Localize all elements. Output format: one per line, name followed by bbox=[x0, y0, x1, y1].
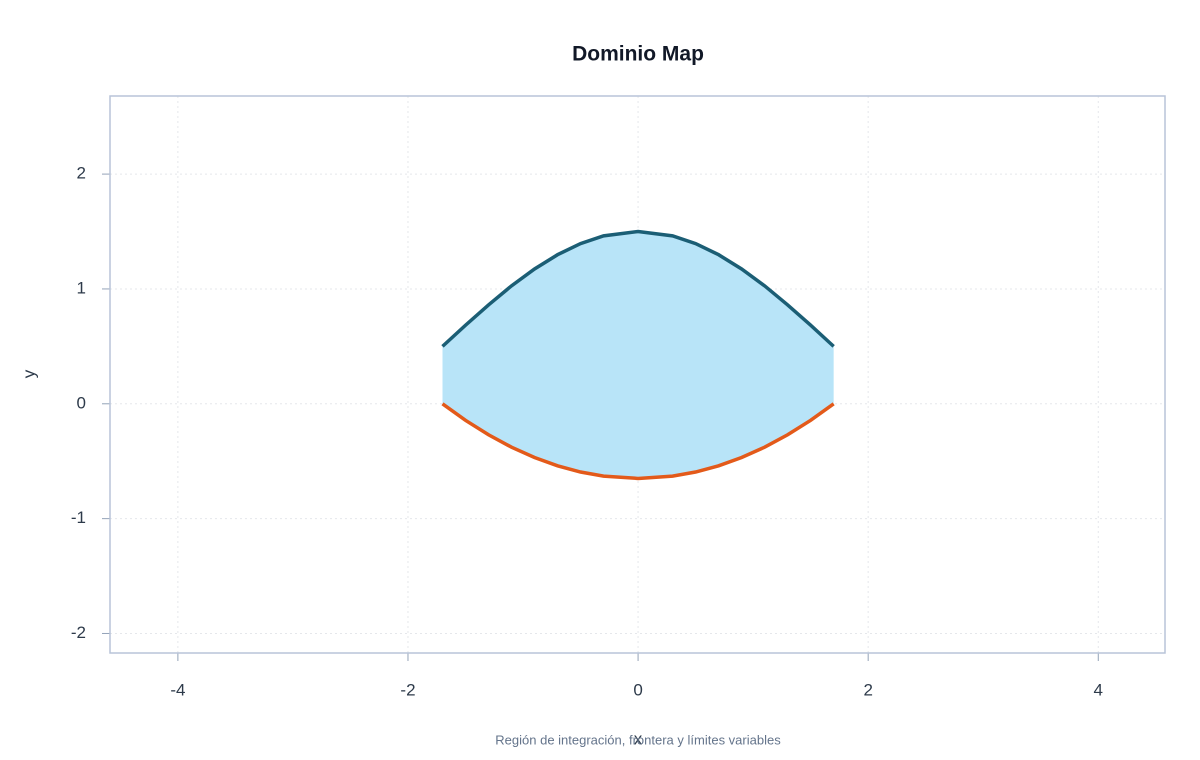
chart-title: Dominio Map bbox=[572, 43, 704, 66]
y-tick-label: 0 bbox=[77, 393, 86, 412]
boundary-line bbox=[441, 402, 835, 481]
x-axis-label: x bbox=[634, 729, 643, 748]
x-tick-label: -2 bbox=[400, 680, 415, 699]
y-tick-label: -2 bbox=[71, 623, 86, 642]
x-tick-label: 4 bbox=[1094, 680, 1103, 699]
y-tick-label: 1 bbox=[77, 278, 86, 297]
boundary-line bbox=[441, 229, 835, 348]
caption: Región de integración, frontera y límite… bbox=[495, 732, 781, 747]
y-tick-label: -1 bbox=[71, 508, 86, 527]
plot-frame bbox=[109, 95, 1166, 654]
x-tick-label: 0 bbox=[633, 680, 642, 699]
y-axis-label: y bbox=[19, 369, 38, 378]
region-fill bbox=[442, 231, 834, 479]
x-tick-label: 2 bbox=[863, 680, 872, 699]
y-tick-label: 2 bbox=[77, 164, 86, 183]
x-tick-label: -4 bbox=[170, 680, 185, 699]
